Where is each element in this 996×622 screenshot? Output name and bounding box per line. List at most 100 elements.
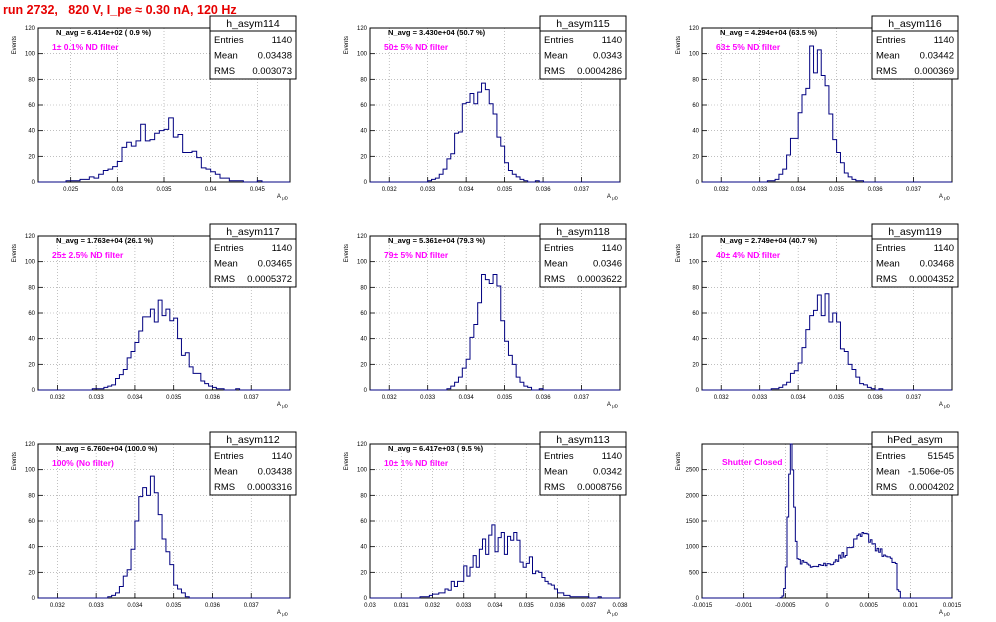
x-axis-label: A μD bbox=[939, 402, 951, 409]
n-avg-label: N_avg = 1.763e+04 (26.1 %) bbox=[56, 236, 154, 245]
stats-label: Mean bbox=[214, 467, 238, 478]
stats-value: 0.000369 bbox=[914, 66, 954, 77]
y-tick-label: 20 bbox=[360, 362, 367, 368]
y-tick-label: 60 bbox=[28, 103, 35, 109]
x-tick-label: 0.036 bbox=[868, 395, 884, 401]
x-axis-label: A μD bbox=[939, 194, 951, 201]
y-tick-label: 0 bbox=[364, 596, 368, 602]
x-tick-label: 0.035 bbox=[829, 187, 845, 193]
stats-value: 0.03442 bbox=[920, 51, 954, 62]
x-tick-label: 0.033 bbox=[89, 395, 105, 401]
y-tick-label: 80 bbox=[28, 493, 35, 499]
histogram-title: h_asym117 bbox=[226, 226, 280, 238]
stats-value: 0.003073 bbox=[252, 66, 292, 77]
run-title: run 2732, 820 V, I_pe ≈ 0.30 nA, 120 Hz bbox=[3, 3, 237, 17]
x-tick-label: 0.033 bbox=[89, 603, 105, 609]
stats-value: 0.0346 bbox=[593, 259, 622, 270]
histogram-bins bbox=[702, 293, 952, 391]
stats-value: 1140 bbox=[934, 35, 954, 46]
stats-label: Entries bbox=[544, 35, 574, 46]
x-tick-label: 0.036 bbox=[536, 395, 552, 401]
y-tick-label: 100 bbox=[25, 468, 36, 474]
y-tick-label: 20 bbox=[28, 154, 35, 160]
stats-box bbox=[539, 238, 627, 288]
x-tick-label: 0.035 bbox=[497, 187, 513, 193]
x-tick-label: 0.032 bbox=[425, 603, 441, 609]
y-tick-label: 0 bbox=[696, 180, 700, 186]
histogram-title: h_asym113 bbox=[556, 434, 610, 446]
x-tick-label: 0.036 bbox=[205, 603, 221, 609]
y-tick-label: 120 bbox=[25, 442, 36, 448]
x-axis-label: A μD bbox=[277, 610, 289, 617]
histogram-panel-h_asym116: 0 20 40 60 80 100 120 0.032 0.033 0.034 0.035 0.036… bbox=[676, 15, 959, 201]
stats-value: 0.0005372 bbox=[247, 274, 292, 285]
stats-label: RMS bbox=[544, 274, 565, 285]
y-axis-label: Events bbox=[344, 244, 350, 262]
histogram-title: h_asym114 bbox=[226, 18, 280, 30]
x-axis-label: A μD bbox=[277, 194, 289, 201]
x-tick-label: 0.032 bbox=[50, 395, 66, 401]
x-tick-label: 0.035 bbox=[156, 187, 172, 193]
histogram-bins bbox=[370, 82, 620, 183]
histogram-bins bbox=[38, 475, 290, 599]
y-tick-label: 20 bbox=[360, 570, 367, 576]
x-tick-label: 0.032 bbox=[714, 395, 730, 401]
stats-box bbox=[209, 446, 297, 496]
stats-value: 0.03465 bbox=[258, 259, 292, 270]
y-tick-label: 120 bbox=[689, 26, 700, 32]
y-tick-label: 2500 bbox=[686, 468, 700, 474]
stats-label: Entries bbox=[876, 35, 906, 46]
x-tick-label: 0.032 bbox=[382, 395, 398, 401]
n-avg-label: N_avg = 2.749e+04 (40.7 %) bbox=[720, 236, 818, 245]
stats-value: 1140 bbox=[602, 243, 622, 254]
y-tick-label: 40 bbox=[28, 545, 35, 551]
stats-value: 0.0003622 bbox=[577, 274, 622, 285]
x-tick-label: 0.033 bbox=[420, 395, 436, 401]
x-tick-label: 0.033 bbox=[456, 603, 472, 609]
histogram-bins bbox=[702, 45, 952, 183]
x-tick-label: 0.03 bbox=[364, 603, 376, 609]
x-axis-label: A μD bbox=[277, 402, 289, 409]
y-tick-label: 20 bbox=[692, 154, 699, 160]
stats-value: 0.0342 bbox=[593, 467, 622, 478]
y-tick-label: 20 bbox=[360, 154, 367, 160]
stats-box bbox=[871, 446, 959, 496]
x-tick-label: 0.033 bbox=[752, 187, 768, 193]
histogram-title: hPed_asym bbox=[887, 434, 943, 446]
y-tick-label: 100 bbox=[357, 468, 368, 474]
n-avg-label: N_avg = 5.361e+04 (79.3 %) bbox=[388, 236, 486, 245]
stats-value: 51545 bbox=[928, 451, 954, 462]
filter-annotation: 25± 2.5% ND filter bbox=[52, 250, 124, 260]
x-tick-label: 0.032 bbox=[382, 187, 398, 193]
x-tick-label: -0.001 bbox=[735, 603, 753, 609]
stats-label: Mean bbox=[876, 467, 900, 478]
y-tick-label: 0 bbox=[32, 596, 36, 602]
y-tick-label: 100 bbox=[357, 52, 368, 58]
y-tick-label: 1000 bbox=[686, 545, 700, 551]
x-tick-label: 0.03 bbox=[111, 187, 123, 193]
stats-value: 1140 bbox=[934, 243, 954, 254]
x-tick-label: 0.036 bbox=[868, 187, 884, 193]
y-tick-label: 80 bbox=[28, 285, 35, 291]
stats-label: Entries bbox=[876, 451, 906, 462]
stats-label: Mean bbox=[876, 259, 900, 270]
y-tick-label: 60 bbox=[360, 311, 367, 317]
x-tick-label: 0.037 bbox=[244, 603, 260, 609]
histogram-bins bbox=[38, 117, 290, 183]
histogram-title: h_asym118 bbox=[556, 226, 610, 238]
stats-label: Entries bbox=[214, 451, 244, 462]
y-axis-label: Events bbox=[12, 452, 18, 470]
filter-annotation: Shutter Closed bbox=[722, 457, 782, 467]
y-tick-label: 80 bbox=[360, 493, 367, 499]
x-tick-label: 0.0015 bbox=[943, 603, 962, 609]
stats-value: 0.03438 bbox=[258, 467, 292, 478]
filter-annotation: 63± 5% ND filter bbox=[716, 42, 781, 52]
y-tick-label: 0 bbox=[364, 180, 368, 186]
n-avg-label: N_avg = 6.760e+04 (100.0 %) bbox=[56, 444, 158, 453]
stats-label: Entries bbox=[214, 35, 244, 46]
x-axis-label: A μD bbox=[607, 194, 619, 201]
stats-value: 1140 bbox=[272, 451, 292, 462]
stats-label: Mean bbox=[876, 51, 900, 62]
x-tick-label: 0.037 bbox=[906, 395, 922, 401]
y-tick-label: 20 bbox=[28, 362, 35, 368]
